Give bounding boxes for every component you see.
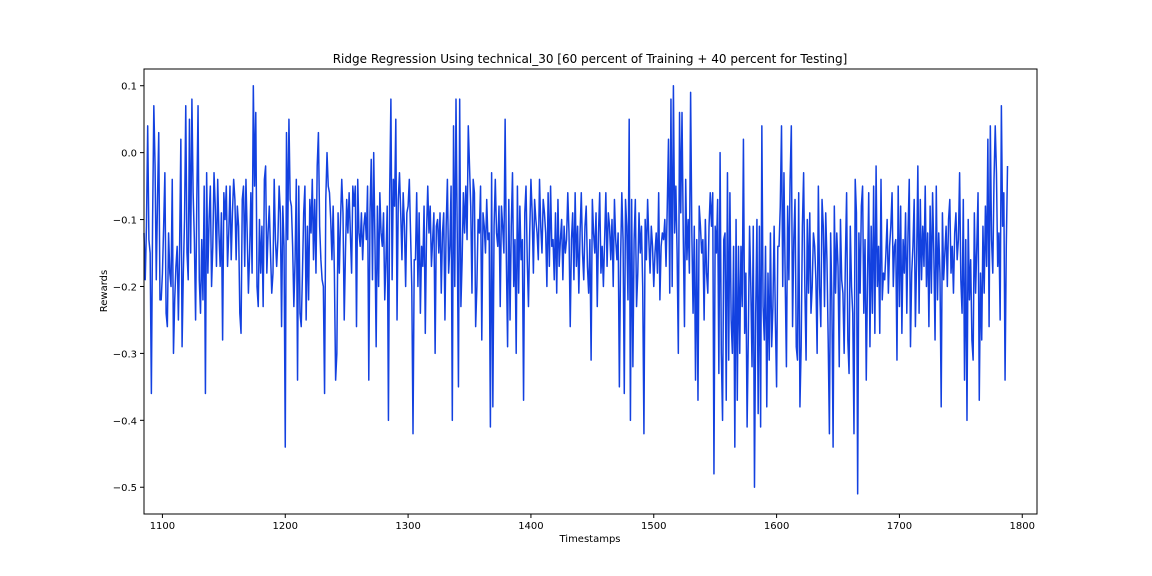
x-tick-label: 1200 xyxy=(273,521,298,532)
x-tick-label: 1700 xyxy=(887,521,912,532)
y-tick-label: −0.3 xyxy=(113,349,137,360)
x-tick-label: 1400 xyxy=(518,521,543,532)
x-tick-label: 1100 xyxy=(150,521,175,532)
x-tick-label: 1800 xyxy=(1010,521,1035,532)
x-tick-label: 1300 xyxy=(395,521,420,532)
x-axis-label: Timestamps xyxy=(558,534,620,545)
x-tick-label: 1500 xyxy=(641,521,666,532)
chart-title: Ridge Regression Using technical_30 [60 … xyxy=(333,52,848,66)
series-line xyxy=(143,84,1009,495)
x-axis: 1100 1200 1300 1400 1500 1600 1700 1800 xyxy=(150,514,1035,532)
y-tick-label: −0.2 xyxy=(113,282,137,293)
y-axis: 0.1 0.0 −0.1 −0.2 −0.3 −0.4 −0.5 xyxy=(113,82,144,494)
y-tick-label: 0.0 xyxy=(121,149,137,160)
y-axis-label: Rewards xyxy=(99,270,110,312)
y-tick-label: −0.1 xyxy=(113,216,137,227)
plot-area xyxy=(143,84,1009,495)
axes-frame xyxy=(143,68,1038,515)
x-tick-label: 1600 xyxy=(764,521,789,532)
y-tick-label: −0.4 xyxy=(113,416,137,427)
y-tick-label: −0.5 xyxy=(113,483,137,494)
y-tick-label: 0.1 xyxy=(121,82,137,93)
